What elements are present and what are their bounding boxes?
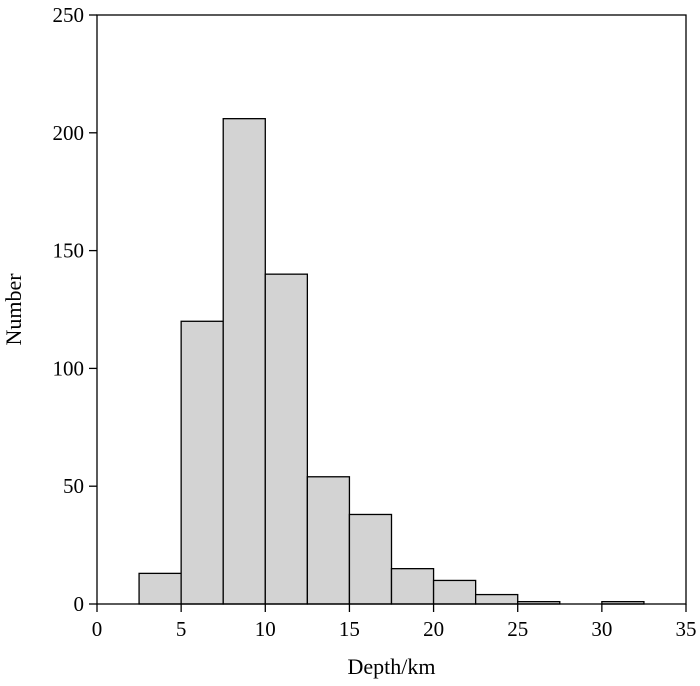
- y-tick-label-250: 250: [53, 3, 85, 27]
- x-tick-label-15: 15: [339, 617, 360, 641]
- bar-3: [264, 273, 309, 605]
- x-tick-label-10: 10: [255, 617, 276, 641]
- y-axis-title: Number: [1, 273, 26, 346]
- bar-0: [138, 572, 182, 605]
- y-tick-label-150: 150: [53, 239, 85, 263]
- x-tick-label-20: 20: [423, 617, 444, 641]
- x-tick-label-5: 5: [176, 617, 187, 641]
- x-tick-label-0: 0: [92, 617, 103, 641]
- y-tick-label-200: 200: [53, 121, 85, 145]
- y-axis: 0 50 100 150 200 250: [53, 3, 97, 616]
- bar-4: [306, 476, 351, 605]
- y-tick-label-100: 100: [53, 356, 85, 380]
- y-tick-label-50: 50: [63, 474, 84, 498]
- bar-5: [348, 513, 393, 605]
- x-tick-label-25: 25: [507, 617, 528, 641]
- y-tick-label-0: 0: [74, 592, 85, 616]
- x-axis-title: Depth/km: [348, 654, 436, 679]
- bar-6: [390, 568, 435, 605]
- bar-2: [222, 118, 266, 605]
- bar-7: [432, 579, 477, 605]
- bar-1: [180, 320, 224, 605]
- x-axis: 0 5 10 15 20 25 30 35: [92, 604, 697, 641]
- bars-group: [138, 118, 645, 605]
- plot-frame: [96, 14, 687, 605]
- x-tick-label-30: 30: [591, 617, 612, 641]
- x-tick-label-35: 35: [676, 617, 697, 641]
- bar-8: [474, 593, 519, 605]
